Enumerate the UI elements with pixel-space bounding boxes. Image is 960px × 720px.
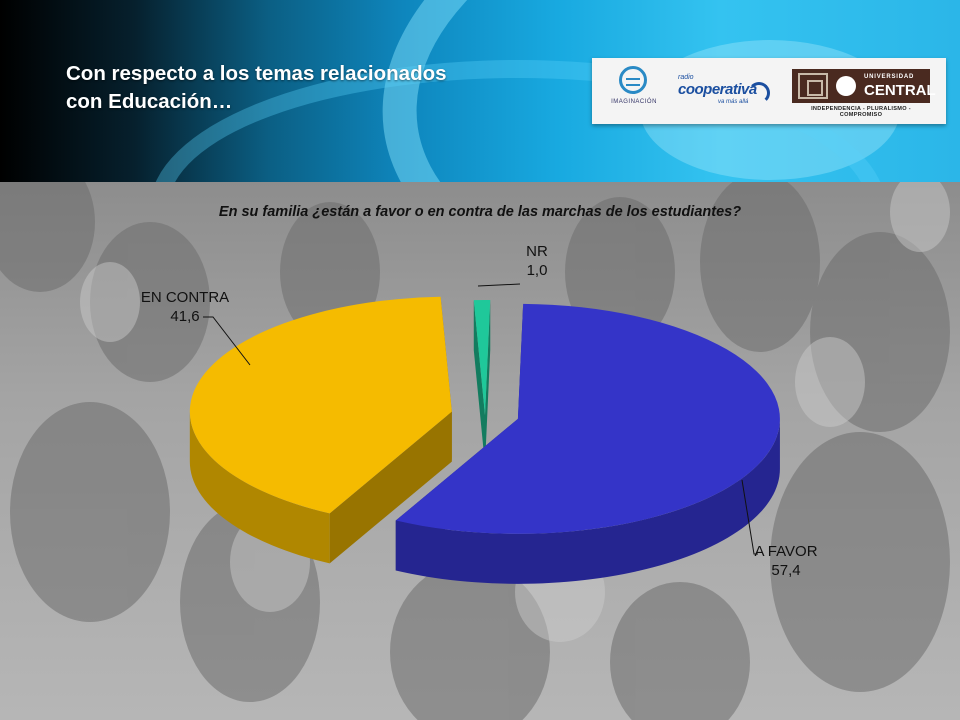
central-logo-top: UNIVERSIDAD xyxy=(864,74,915,80)
slice-en-contra xyxy=(189,296,452,514)
data-label-en-contra-value: 41,6 xyxy=(170,308,199,325)
chart-title: En su familia ¿están a favor o en contra… xyxy=(0,204,960,220)
data-label-a-favor-value: 57,4 xyxy=(771,562,800,579)
slice-a-favor xyxy=(395,303,780,534)
crowd-photo-background xyxy=(0,182,960,720)
slice-nr-cut-face-1 xyxy=(473,300,485,465)
chart-title-text: En su familia ¿están a favor o en contra… xyxy=(218,204,742,220)
cooperativa-logo-prefix: radio xyxy=(678,74,694,81)
central-logo-motto: INDEPENDENCIA - PLURALISMO - COMPROMISO xyxy=(811,106,911,118)
cooperativa-logo: radio cooperativa va más allá xyxy=(678,72,774,112)
globe-icon xyxy=(619,66,647,94)
slide-title-line1: Con respecto a los temas relacionados xyxy=(66,62,447,85)
pie-slices xyxy=(189,296,780,584)
imaginacion-logo: IMAGINACIÓN xyxy=(606,64,662,120)
header-banner: Con respecto a los temas relacionados co… xyxy=(0,0,960,182)
data-label-nr-value: 1,0 xyxy=(527,262,548,279)
data-label-a-favor-category: A FAVOR xyxy=(754,543,817,560)
cooperativa-logo-tagline: va más allá xyxy=(718,99,749,105)
data-labels: A FAVOR 57,4 EN CONTRA 41,6 NR 1,0 xyxy=(141,243,818,579)
central-logo-name: CENTRAL xyxy=(864,82,936,99)
slice-en-contra-side-1 xyxy=(189,411,330,564)
slide-title-line2: con Educación… xyxy=(66,90,233,113)
data-label-en-contra-category: EN CONTRA xyxy=(141,289,229,306)
logo-panel: IMAGINACIÓN radio cooperativa va más all… xyxy=(592,58,946,124)
moon-icon xyxy=(836,76,856,96)
data-label-nr-category: NR xyxy=(526,243,548,260)
crowd-silhouettes xyxy=(0,182,950,720)
slice-nr xyxy=(473,300,491,415)
slice-en-contra-cut-face-1 xyxy=(329,411,452,564)
cooperativa-logo-text: cooperativa xyxy=(678,81,757,98)
slice-a-favor-side-1 xyxy=(395,418,780,584)
slice-nr-cut-face-2 xyxy=(485,300,491,465)
slide-title: Con respecto a los temas relacionados co… xyxy=(66,60,526,116)
imaginacion-logo-text: IMAGINACIÓN xyxy=(611,99,657,105)
leader-line-en-contra xyxy=(203,316,251,366)
seal-icon xyxy=(798,73,828,99)
leader-line-nr xyxy=(477,283,521,287)
leader-lines xyxy=(203,283,758,555)
universidad-central-logo: UNIVERSIDAD CENTRAL INDEPENDENCIA - PLUR… xyxy=(792,69,936,118)
signal-wave-icon xyxy=(748,82,770,104)
leader-line-a-favor xyxy=(741,479,758,555)
